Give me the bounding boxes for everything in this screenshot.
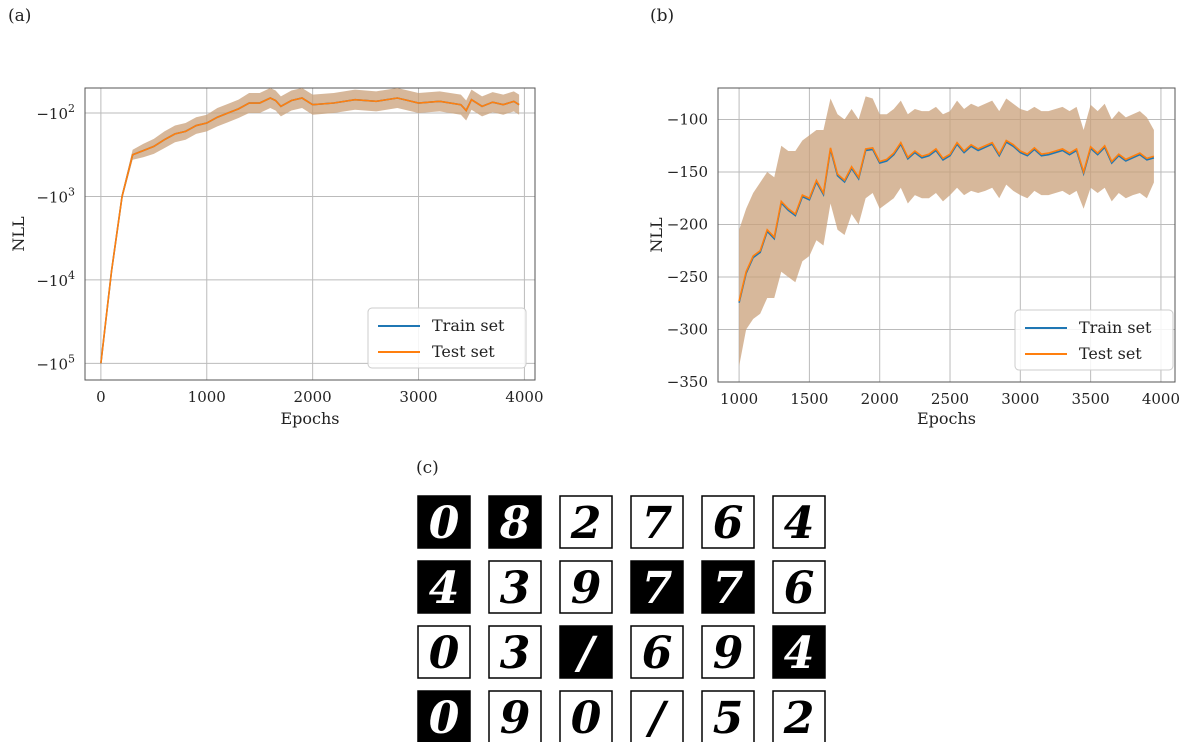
digit-glyph: 9 bbox=[713, 628, 744, 679]
plot-frame bbox=[717, 87, 1176, 383]
digit-tile bbox=[559, 690, 613, 742]
x-tick-label: 1000 bbox=[720, 390, 758, 408]
digit-tile bbox=[417, 625, 471, 679]
digit-tile bbox=[772, 690, 826, 742]
legend-label: Test set bbox=[1079, 344, 1142, 363]
digit-glyph: 0 bbox=[429, 498, 460, 549]
digit-tile bbox=[488, 625, 542, 679]
digit-glyph: 4 bbox=[429, 563, 460, 614]
digit-tile bbox=[701, 560, 755, 614]
nll-chart-linear: 1000 1500 2000 2500 3000 3500 4000 −100 −150 −200… bbox=[647, 87, 1180, 428]
digit-tile bbox=[630, 690, 684, 742]
legend-label: Train set bbox=[432, 316, 505, 335]
panel-label-c: (c) bbox=[416, 458, 439, 478]
panel-label-b: (b) bbox=[650, 6, 675, 26]
digit-glyph: 6 bbox=[784, 563, 815, 614]
digit-glyph: 2 bbox=[570, 498, 602, 549]
x-tick-label: 4000 bbox=[505, 388, 543, 406]
test-set-line bbox=[100, 97, 520, 364]
x-tick-label: 2000 bbox=[861, 390, 899, 408]
x-tick-label: 0 bbox=[96, 388, 106, 406]
digit-tile bbox=[630, 625, 684, 679]
digit-tile bbox=[488, 690, 542, 742]
digit-glyph: 6 bbox=[713, 498, 744, 549]
y-axis-label: NLL bbox=[9, 216, 28, 252]
y-tick-label: −105 bbox=[36, 352, 75, 373]
digit-tile bbox=[772, 495, 826, 549]
y-axis-label: NLL bbox=[647, 217, 666, 253]
legend-label: Train set bbox=[1079, 318, 1152, 337]
legend-label: Test set bbox=[432, 342, 495, 361]
digit-glyph: 0 bbox=[429, 628, 460, 679]
digit-tile bbox=[488, 560, 542, 614]
digit-tile bbox=[630, 495, 684, 549]
x-tick-label: 1000 bbox=[188, 388, 226, 406]
digit-glyph: 6 bbox=[642, 628, 673, 679]
digit-tile bbox=[417, 495, 471, 549]
y-tick-label: −150 bbox=[667, 163, 708, 181]
x-tick-label: 3000 bbox=[1001, 390, 1039, 408]
x-axis-label: Epochs bbox=[280, 409, 339, 428]
digit-glyph: 2 bbox=[783, 693, 815, 742]
nll-chart-log: 0 1000 2000 3000 4000 −102 −103 −104 −105 Train s… bbox=[9, 87, 544, 428]
digit-glyph: 9 bbox=[500, 693, 531, 742]
digit-glyph: 7 bbox=[713, 563, 744, 614]
x-tick-label: 3000 bbox=[399, 388, 437, 406]
digit-glyph: 0 bbox=[571, 693, 602, 742]
digit-tile bbox=[630, 560, 684, 614]
digit-glyph: 9 bbox=[571, 563, 602, 614]
digit-glyph: 0 bbox=[429, 693, 460, 742]
confidence-band bbox=[739, 96, 1154, 367]
y-tick-label: −103 bbox=[36, 185, 75, 206]
panel-label-a: (a) bbox=[8, 6, 32, 26]
y-tick-label: −350 bbox=[667, 373, 708, 391]
test-set-line bbox=[738, 139, 1155, 302]
y-tick-label: −250 bbox=[667, 268, 708, 286]
x-tick-label: 2000 bbox=[294, 388, 332, 406]
digit-tile bbox=[701, 625, 755, 679]
x-tick-label: 1500 bbox=[790, 390, 828, 408]
digit-tile bbox=[772, 560, 826, 614]
x-axis-label: Epochs bbox=[917, 409, 976, 428]
y-tick-label: −102 bbox=[36, 102, 75, 123]
digit-glyph: 8 bbox=[499, 498, 531, 549]
x-tick-label: 2500 bbox=[931, 390, 969, 408]
x-tick-label: 3500 bbox=[1072, 390, 1110, 408]
digit-tile bbox=[559, 495, 613, 549]
y-tick-label: −104 bbox=[36, 269, 75, 290]
y-tick-label: −100 bbox=[667, 111, 708, 129]
digit-glyph: 4 bbox=[784, 498, 815, 549]
digit-tile bbox=[701, 690, 755, 742]
digit-glyph: 7 bbox=[642, 498, 673, 549]
digit-glyph: 5 bbox=[713, 693, 744, 742]
digit-tile bbox=[417, 690, 471, 742]
digit-glyph: 4 bbox=[784, 628, 815, 679]
x-tick-label: 4000 bbox=[1142, 390, 1180, 408]
digit-glyph: / bbox=[574, 628, 598, 679]
digit-glyph: 3 bbox=[500, 628, 531, 679]
digit-glyph: 7 bbox=[642, 563, 673, 614]
digit-tile bbox=[417, 560, 471, 614]
digit-tile bbox=[701, 495, 755, 549]
y-tick-label: −300 bbox=[667, 321, 708, 339]
plot-frame bbox=[84, 87, 536, 381]
digit-glyph: / bbox=[645, 693, 669, 742]
y-tick-label: −200 bbox=[667, 216, 708, 234]
digit-glyph: 3 bbox=[500, 563, 531, 614]
digit-tile bbox=[559, 625, 613, 679]
digit-tile bbox=[772, 625, 826, 679]
digit-tile bbox=[559, 560, 613, 614]
digit-tile bbox=[488, 495, 542, 549]
